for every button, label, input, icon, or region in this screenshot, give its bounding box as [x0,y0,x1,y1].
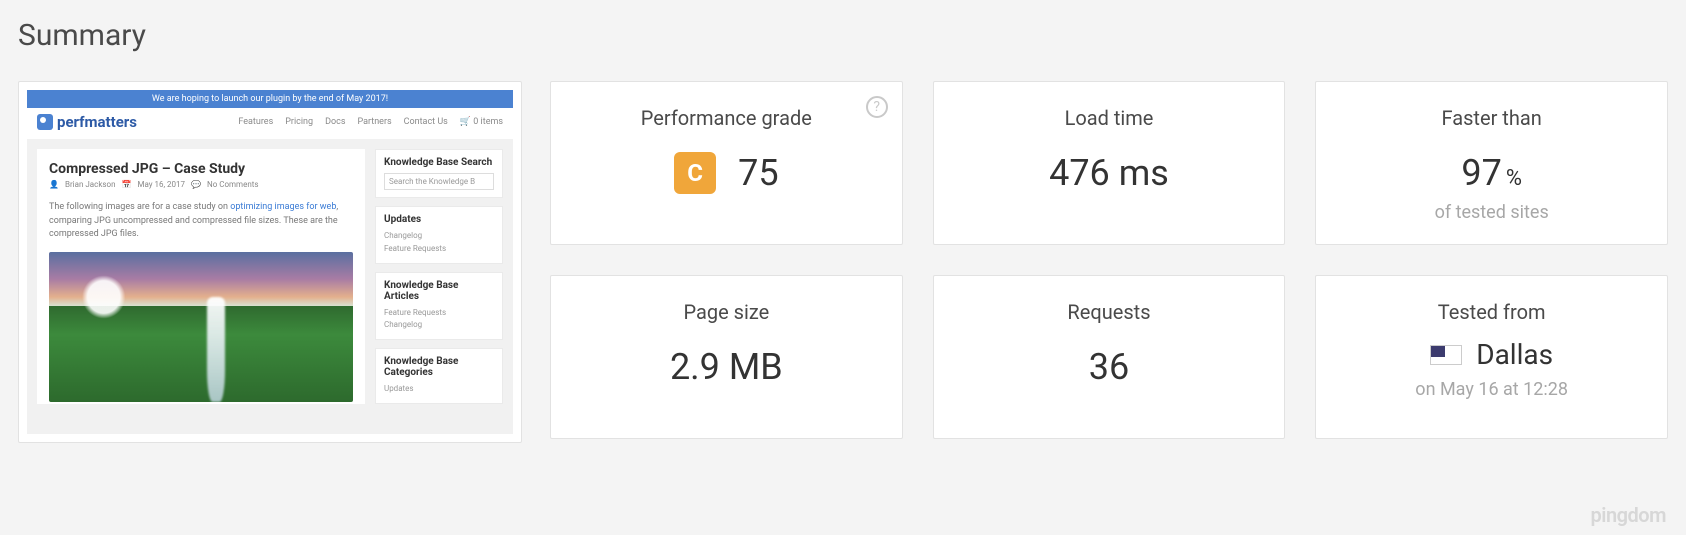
thumb-widget-title: Knowledge Base Search [384,157,494,168]
page-thumbnail-card[interactable]: We are hoping to launch our plugin by th… [18,81,522,443]
thumb-widget-link: Changelog [384,319,494,332]
thumb-widget-link: Feature Requests [384,243,494,256]
watermark: pingdom [1591,503,1666,527]
help-icon[interactable]: ? [866,96,888,118]
thumb-banner: We are hoping to launch our plugin by th… [27,90,513,108]
thumb-nav-item: Partners [357,117,391,127]
card-value: 2.9 MB [551,346,902,388]
thumb-nav-item: Docs [325,117,345,127]
thumb-nav-item: Contact Us [404,117,448,127]
card-requests: Requests 36 [933,275,1286,439]
thumb-widget-title: Knowledge Base Categories [384,356,494,378]
thumb-article-title: Compressed JPG – Case Study [49,161,353,177]
card-value: 476 ms [934,152,1285,194]
thumb-article-comments: No Comments [207,180,258,189]
thumb-logo-icon [37,114,53,130]
calendar-icon: 📅 [121,180,131,189]
thumb-nav-item: Features [238,117,273,127]
thumb-article-date: May 16, 2017 [137,180,185,189]
page-thumbnail: We are hoping to launch our plugin by th… [27,90,513,434]
person-icon: 👤 [49,180,59,189]
card-subtext: of tested sites [1316,202,1667,223]
card-label: Tested from [1316,300,1667,324]
thumb-widget-title: Knowledge Base Articles [384,280,494,302]
flag-us-icon [1430,345,1462,365]
thumb-widget-search: Knowledge Base Search Search the Knowled… [375,149,503,198]
card-value: 36 [934,346,1285,388]
thumb-search-input: Search the Knowledge B [384,173,494,190]
thumb-logo-text: perfmatters [57,113,137,131]
tested-from-location: Dallas [1476,338,1553,371]
thumb-widget-link: Updates [384,383,494,396]
thumb-widget-articles: Knowledge Base Articles Feature Requests… [375,272,503,341]
card-label: Requests [934,300,1285,324]
thumb-nav: Features Pricing Docs Partners Contact U… [238,117,503,127]
grade-badge: C [674,152,716,194]
section-title: Summary [18,18,1668,53]
thumb-widget-link: Changelog [384,230,494,243]
card-label: Page size [551,300,902,324]
card-page-size: Page size 2.9 MB [550,275,903,439]
card-label: Faster than [1316,106,1667,130]
thumb-article-author: Brian Jackson [65,180,116,189]
card-faster-than: Faster than 97% of tested sites [1315,81,1668,245]
thumb-nav-item: 🛒 0 items [460,117,503,127]
card-label: Load time [934,106,1285,130]
card-label: Performance grade [551,106,902,130]
grade-score: 75 [738,152,778,194]
card-tested-from: Tested from Dallas on May 16 at 12:28 [1315,275,1668,439]
thumb-hero-image [49,252,353,402]
card-value: 97% [1316,152,1667,194]
thumb-widget-title: Updates [384,214,494,225]
thumb-widget-updates: Updates Changelog Feature Requests [375,206,503,264]
card-load-time: Load time 476 ms [933,81,1286,245]
comment-icon: 💬 [191,180,201,189]
card-performance-grade: ? Performance grade C 75 [550,81,903,245]
thumb-widget-categories: Knowledge Base Categories Updates [375,348,503,404]
card-subtext: on May 16 at 12:28 [1316,379,1667,400]
thumb-nav-item: Pricing [285,117,313,127]
thumb-logo: perfmatters [37,113,137,131]
thumb-widget-link: Feature Requests [384,307,494,320]
thumb-article-link: optimizing images for web [230,202,336,212]
thumb-article-desc: The following images are for a case stud… [49,201,353,242]
